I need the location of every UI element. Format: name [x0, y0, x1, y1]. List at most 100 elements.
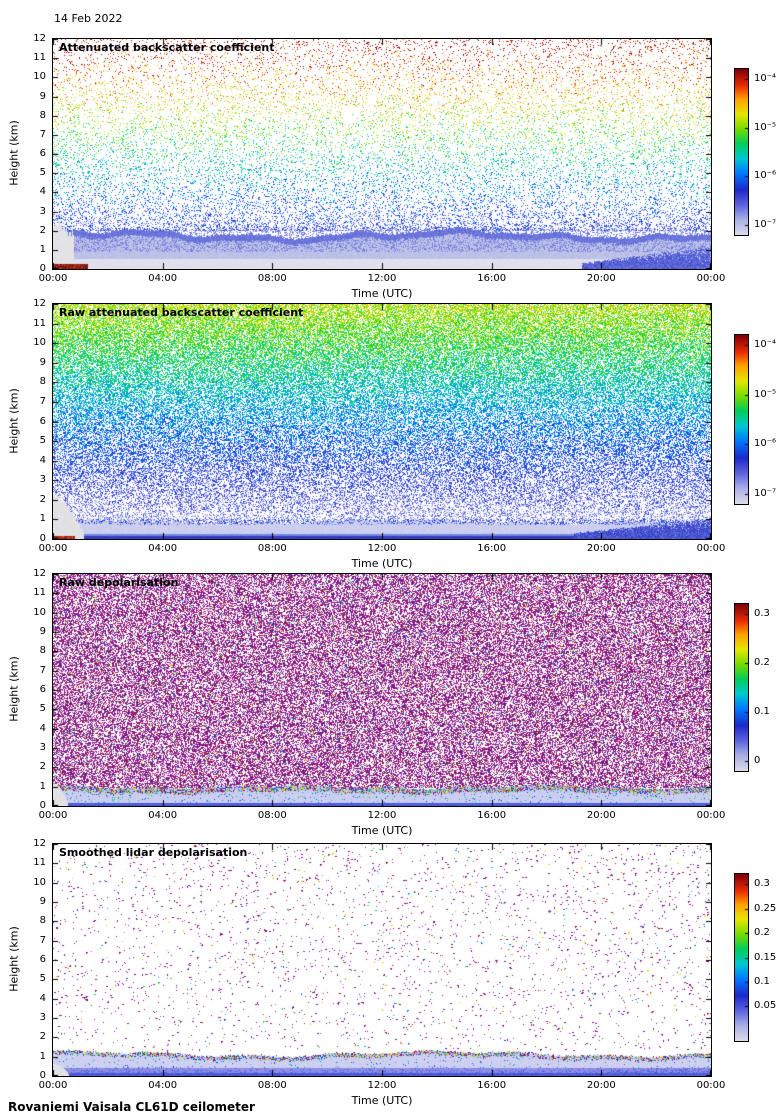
colorbar-gradient-canvas [734, 334, 749, 505]
y-tick-label: 9 [40, 92, 46, 102]
y-tick-label: 6 [40, 417, 46, 427]
y-tick-label: 10 [33, 72, 46, 82]
x-axis-label: Time (UTC) [52, 287, 712, 300]
y-tick-label: 8 [40, 916, 46, 926]
plot-area: Raw depolarisation [52, 573, 712, 807]
colorbar-tick-label: 10⁻⁵ [754, 390, 776, 400]
y-tick-label: 10 [33, 338, 46, 348]
y-tick-label: 11 [33, 588, 46, 598]
y-tick-label: 12 [33, 299, 46, 309]
y-tick-label: 6 [40, 149, 46, 159]
y-tick-label: 7 [40, 130, 46, 140]
y-tick-label: 3 [40, 207, 46, 217]
y-tick-label: 11 [33, 858, 46, 868]
x-tick-label: 16:00 [477, 810, 506, 821]
raw-attenuated-backscatter-heatmap-canvas [53, 304, 711, 539]
colorbar-tick-label: 0.3 [754, 879, 770, 889]
x-tick-label: 00:00 [697, 543, 726, 554]
smoothed-depolarisation-heatmap-canvas [53, 844, 711, 1076]
colorbar-tick-label: 0.05 [754, 1001, 776, 1011]
y-tick-label: 8 [40, 377, 46, 387]
x-tick-label: 00:00 [39, 1080, 68, 1091]
x-tick-label: 08:00 [258, 543, 287, 554]
colorbar-tick-label: 0.15 [754, 953, 776, 963]
colorbar-tick-label: 10⁻⁶ [754, 439, 776, 449]
colorbar-tick-label: 10⁻⁴ [754, 74, 776, 84]
colorbar-tick-label: 10⁻⁷ [754, 220, 776, 230]
y-axis-label: Height (km) [8, 120, 21, 186]
plot-area: Attenuated backscatter coefficient [52, 38, 712, 270]
colorbar-tick-label: 10⁻⁵ [754, 123, 776, 133]
colorbar-gradient-canvas [734, 603, 749, 772]
y-tick-label: 12 [33, 34, 46, 44]
y-tick-label: 2 [40, 1032, 46, 1042]
colorbar-tick-label: 0.3 [754, 609, 770, 619]
y-tick-label: 3 [40, 1013, 46, 1023]
y-tick-label: 11 [33, 319, 46, 329]
y-tick-label: 9 [40, 627, 46, 637]
colorbar: 0.3 0.25 0.2 0.15 0.1 0.05 [734, 873, 780, 1042]
y-tick-label: 6 [40, 955, 46, 965]
colorbar-gradient-canvas [734, 68, 749, 236]
raw-depolarisation-heatmap-canvas [53, 574, 711, 806]
y-tick-label: 3 [40, 475, 46, 485]
x-tick-label: 12:00 [368, 273, 397, 284]
colorbar-tick-label: 0.2 [754, 658, 770, 668]
y-tick-label: 5 [40, 974, 46, 984]
y-tick-label: 12 [33, 839, 46, 849]
x-tick-label: 20:00 [587, 810, 616, 821]
y-axis-label: Height (km) [8, 388, 21, 454]
y-tick-label: 5 [40, 704, 46, 714]
y-tick-label: 5 [40, 436, 46, 446]
plot-title: Raw attenuated backscatter coefficient [59, 306, 303, 319]
colorbar: 10⁻⁴10⁻⁵10⁻⁶10⁻⁷ m⁻¹ sr⁻¹ [734, 68, 780, 236]
x-tick-label: 00:00 [39, 273, 68, 284]
colorbar: 10⁻⁴10⁻⁵10⁻⁶10⁻⁷ m⁻¹ sr⁻¹ [734, 334, 780, 505]
y-tick-label: 3 [40, 743, 46, 753]
y-tick-label: 5 [40, 168, 46, 178]
x-tick-label: 12:00 [368, 1080, 397, 1091]
y-tick-label: 1 [40, 1052, 46, 1062]
colorbar-tick-label: 0.1 [754, 977, 770, 987]
x-tick-label: 12:00 [368, 543, 397, 554]
y-tick-label: 10 [33, 878, 46, 888]
y-tick-label: 11 [33, 53, 46, 63]
x-tick-label: 20:00 [587, 543, 616, 554]
x-axis-label: Time (UTC) [52, 557, 712, 570]
x-tick-label: 04:00 [148, 273, 177, 284]
x-tick-label: 20:00 [587, 273, 616, 284]
x-tick-label: 16:00 [477, 273, 506, 284]
y-tick-label: 4 [40, 187, 46, 197]
y-tick-label: 12 [33, 569, 46, 579]
y-tick-label: 7 [40, 666, 46, 676]
colorbar-tick-label: 10⁻⁶ [754, 171, 776, 181]
y-tick-label: 9 [40, 897, 46, 907]
plot-area: Smoothed lidar depolarisation [52, 843, 712, 1077]
y-tick-label: 1 [40, 782, 46, 792]
x-tick-label: 00:00 [697, 273, 726, 284]
date-label: 14 Feb 2022 [54, 12, 122, 25]
y-tick-label: 4 [40, 724, 46, 734]
x-tick-label: 04:00 [148, 543, 177, 554]
colorbar-tick-label: 0 [754, 756, 760, 766]
x-tick-label: 04:00 [148, 1080, 177, 1091]
x-tick-label: 00:00 [697, 1080, 726, 1091]
colorbar-gradient-canvas [734, 873, 749, 1042]
y-tick-label: 10 [33, 608, 46, 618]
x-axis-label: Time (UTC) [52, 824, 712, 837]
colorbar-tick-label: 10⁻⁴ [754, 340, 776, 350]
x-tick-label: 08:00 [258, 810, 287, 821]
y-tick-label: 2 [40, 762, 46, 772]
y-tick-label: 7 [40, 936, 46, 946]
x-tick-label: 00:00 [39, 810, 68, 821]
y-axis-label: Height (km) [8, 656, 21, 722]
plot-title: Smoothed lidar depolarisation [59, 846, 247, 859]
colorbar-tick-label: 0.1 [754, 707, 770, 717]
x-tick-label: 00:00 [39, 543, 68, 554]
x-tick-label: 04:00 [148, 810, 177, 821]
plot-title: Attenuated backscatter coefficient [59, 41, 275, 54]
y-tick-label: 8 [40, 111, 46, 121]
y-tick-label: 2 [40, 226, 46, 236]
attenuated-backscatter-heatmap-canvas [53, 39, 711, 269]
y-tick-label: 9 [40, 358, 46, 368]
